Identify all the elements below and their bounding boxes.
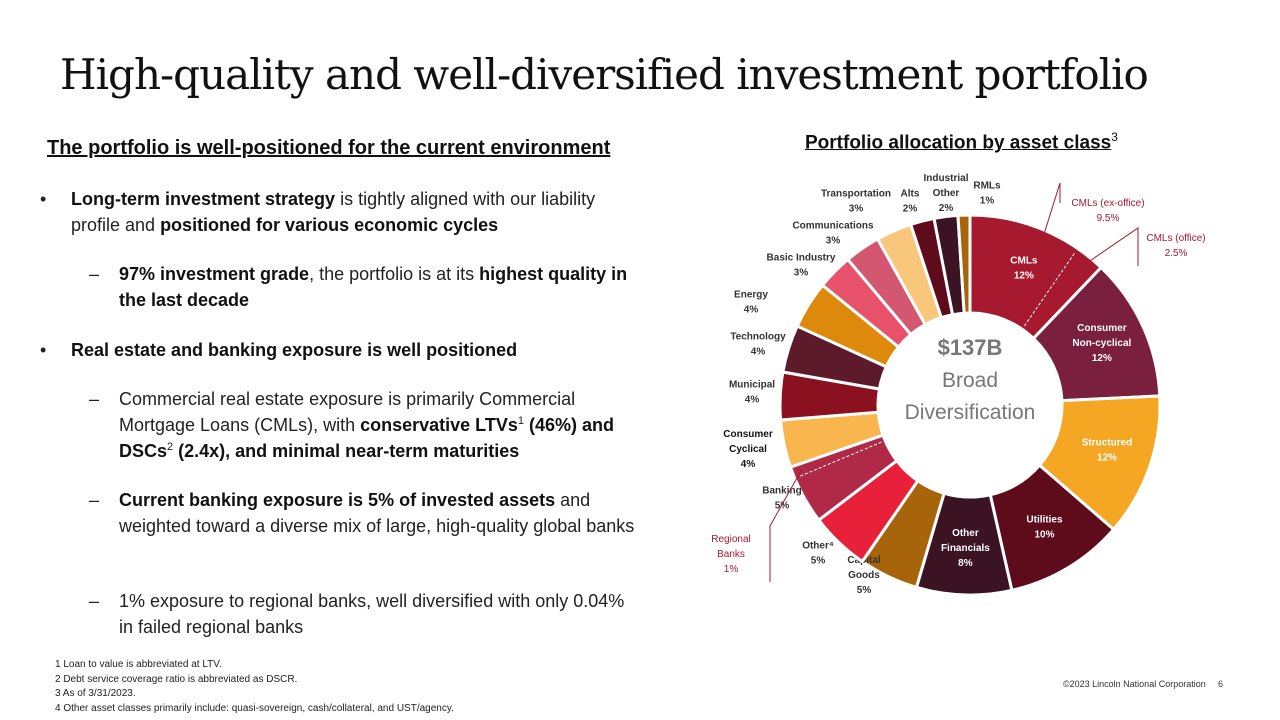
bullet-real-estate-banking: Real estate and banking exposure is well… [71,337,646,363]
sub-bullet-cre-bold-3: (2.4x), and minimal near-term maturities [173,441,520,461]
center-caption-2: Diversification [905,401,1036,424]
sub-bullet-cre-bold-2: (46%) and DSCs [119,415,614,461]
footnote-2: 2 Debt service coverage ratio is abbrevi… [55,673,298,685]
callout-label-cmls-ex-office: CMLs (ex-office) 9.5% [1071,198,1144,224]
slice-label-consumer-cyclical: Consumer Cyclical 4% [723,429,773,470]
slice-label-other: Other⁴ 5% [802,541,834,567]
page-number: 6 [1218,679,1224,689]
chart-heading: Portfolio allocation by asset class3 [805,130,1118,154]
left-section-heading: The portfolio is well-positioned for the… [47,137,611,159]
footnotes: 1 Loan to value is abbreviated at LTV. 2… [55,658,454,716]
sub-bullet-regional-text: 1% exposure to regional banks, well dive… [119,591,625,637]
slice-label-cmls: CMLs 12% [1010,255,1038,281]
bullet-strategy-bold-2: positioned for various economic cycles [160,215,499,235]
asset-allocation-donut-chart: CMLs 12% Consumer Non-cyclical 12% Structured… [711,173,1206,597]
sub-bullet-banking-exposure: Current banking exposure is 5% of invest… [119,487,644,539]
chart-heading-text: Portfolio allocation by asset class [805,132,1112,154]
center-total: $137B [938,335,1003,360]
bullet-strategy: Long-term investment strategy is tightly… [71,186,646,238]
sub-bullet-regional-banks: 1% exposure to regional banks, well dive… [119,588,629,640]
bullet-strategy-text: is tightly aligned with our liability pr… [71,189,596,235]
callout-label-cmls-office: CMLs (office) 2.5% [1146,233,1205,259]
slice-label-basic-industry: Basic Industry 3% [767,253,836,279]
footnote-ref-1: 1 [517,415,524,427]
slice-label-transportation: Transportation 3% [821,189,891,215]
sub-bullet-cre-text: Commercial real estate exposure is prima… [119,389,576,435]
callout-line-cmls-office [1084,227,1139,266]
slice-label-energy: Energy 4% [734,290,768,316]
sub-bullet-marker: – [89,264,100,284]
footnote-ref-2: 2 [167,441,174,453]
bullet-marker: • [40,189,47,209]
slice-label-other-financials: Other Financials 8% [941,528,990,569]
sub-bullet-marker: – [89,591,100,611]
chart-heading-footnote-ref: 3 [1111,130,1118,144]
slide-title: High-quality and well-diversified invest… [60,50,1149,99]
callout-line-regional-banks [769,468,803,582]
sub-bullet-investment-grade: 97% investment grade, the portfolio is a… [119,261,644,313]
sub-bullet-ig-bold-1: 97% investment grade [119,264,310,284]
sub-bullet-cre-bold-1: conservative LTVs [360,415,518,435]
sub-bullet-ig-bold-2: highest quality in the last decade [119,264,628,310]
sub-bullet-ig-text: , the portfolio is at its [309,264,480,284]
slice-label-communications: Communications 3% [792,221,874,247]
donut-slice-rmls [956,213,972,315]
bullet-real-estate-bold: Real estate and banking exposure is well… [71,340,518,360]
slice-label-industrial-other: Industrial Other 2% [923,173,968,214]
slice-label-banking: Banking 5% [762,486,801,512]
callout-line-cmls-ex-office [1038,182,1061,250]
slice-label-utilities: Utilities 10% [1026,514,1063,540]
slice-label-municipal: Municipal 4% [729,380,775,406]
sub-bullet-banking-text: and weighted toward a diverse mix of lar… [119,490,635,536]
sub-bullet-marker: – [89,389,100,409]
footnote-3: 3 As of 3/31/2023. [55,688,136,699]
slice-label-rmls: RMLs 1% [973,181,1001,207]
slice-label-alts: Alts 2% [901,189,920,215]
footnote-4: 4 Other asset classes primarily include:… [55,702,454,714]
footnote-1: 1 Loan to value is abbreviated at LTV. [55,659,222,670]
slice-label-technology: Technology 4% [730,332,786,358]
sub-bullet-banking-bold: Current banking exposure is 5% of invest… [119,490,556,510]
sub-bullet-commercial-real-estate: Commercial real estate exposure is prima… [119,386,644,464]
copyright: ©2023 Lincoln National Corporation [1063,679,1206,689]
callout-label-regional-banks: Regional Banks 1% [711,534,750,575]
center-caption-1: Broad [942,369,998,392]
slice-label-structured: Structured 12% [1082,437,1133,463]
slice-label-consumer-non-cyclical: Consumer Non-cyclical 12% [1072,323,1131,364]
bullet-strategy-bold-1: Long-term investment strategy [71,189,336,209]
bullet-marker: • [40,340,47,360]
sub-bullet-marker: – [89,490,100,510]
